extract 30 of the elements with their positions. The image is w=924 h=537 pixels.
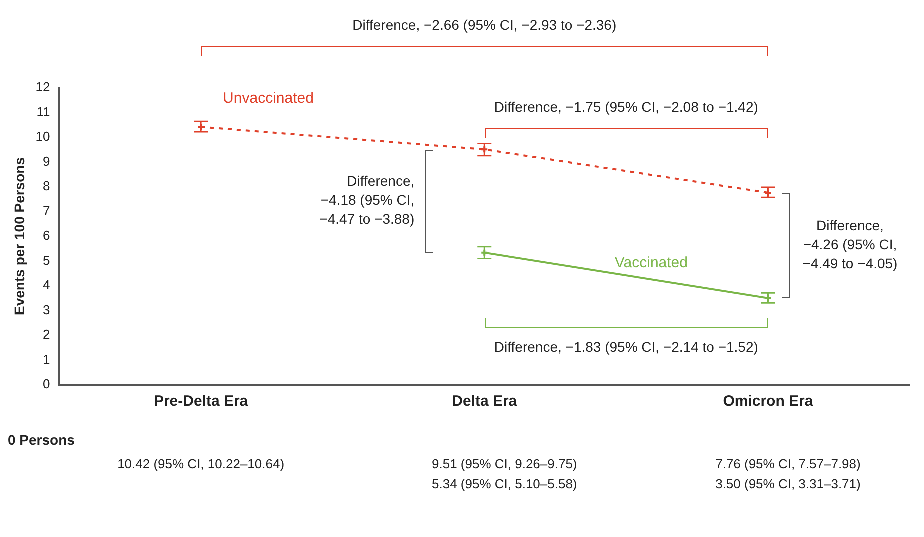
y-tick-label: 11: [36, 104, 50, 120]
y-axis-title: Events per 100 Persons: [11, 157, 28, 316]
data-label: 10.42 (95% CI, 10.22–10.64): [118, 456, 285, 472]
y-tick-label: 10: [36, 129, 50, 144]
x-tick-label: Omicron Era: [723, 393, 814, 410]
data-label: 7.76 (95% CI, 7.57–7.98): [716, 456, 861, 472]
y-tick-label: 4: [43, 278, 50, 293]
y-tick-label: 5: [43, 252, 50, 268]
data-label: 3.50 (95% CI, 3.31–3.71): [716, 476, 861, 492]
text: Difference, −2.66 (95% CI, −2.93 to −2.36): [352, 16, 617, 33]
x-tick-label: Pre-Delta Era: [154, 393, 249, 410]
text: 0 Persons: [8, 432, 76, 448]
y-tick-label: 8: [43, 178, 50, 194]
series-label: Vaccinated: [614, 254, 688, 272]
series-label: Unvaccinated: [223, 90, 314, 108]
y-tick-label: 0: [43, 376, 50, 392]
y-tick-label: 6: [43, 228, 50, 244]
annotation: Difference, −4.26 (95% CI, −4.49 to −4.05): [802, 218, 898, 272]
data-label: 5.34 (95% CI, 5.10–5.58): [432, 476, 578, 492]
annotation: Difference, −1.75 (95% CI, −2.08 to −1.42): [494, 98, 758, 115]
annotation: Difference, −4.18 (95% CI, −4.47 to −3.88): [320, 173, 415, 228]
y-tick-label: 12: [36, 80, 50, 95]
y-tick-label: 1: [43, 352, 50, 367]
x-tick-label: Delta Era: [452, 393, 518, 410]
y-tick-label: 7: [43, 203, 50, 218]
y-tick-label: 2: [43, 327, 50, 342]
y-tick-label: 3: [43, 302, 50, 318]
data-label: 9.51 (95% CI, 9.26–9.75): [432, 456, 578, 472]
y-tick-label: 9: [43, 154, 50, 169]
annotation: Difference, −1.83 (95% CI, −2.14 to −1.52): [494, 339, 758, 356]
